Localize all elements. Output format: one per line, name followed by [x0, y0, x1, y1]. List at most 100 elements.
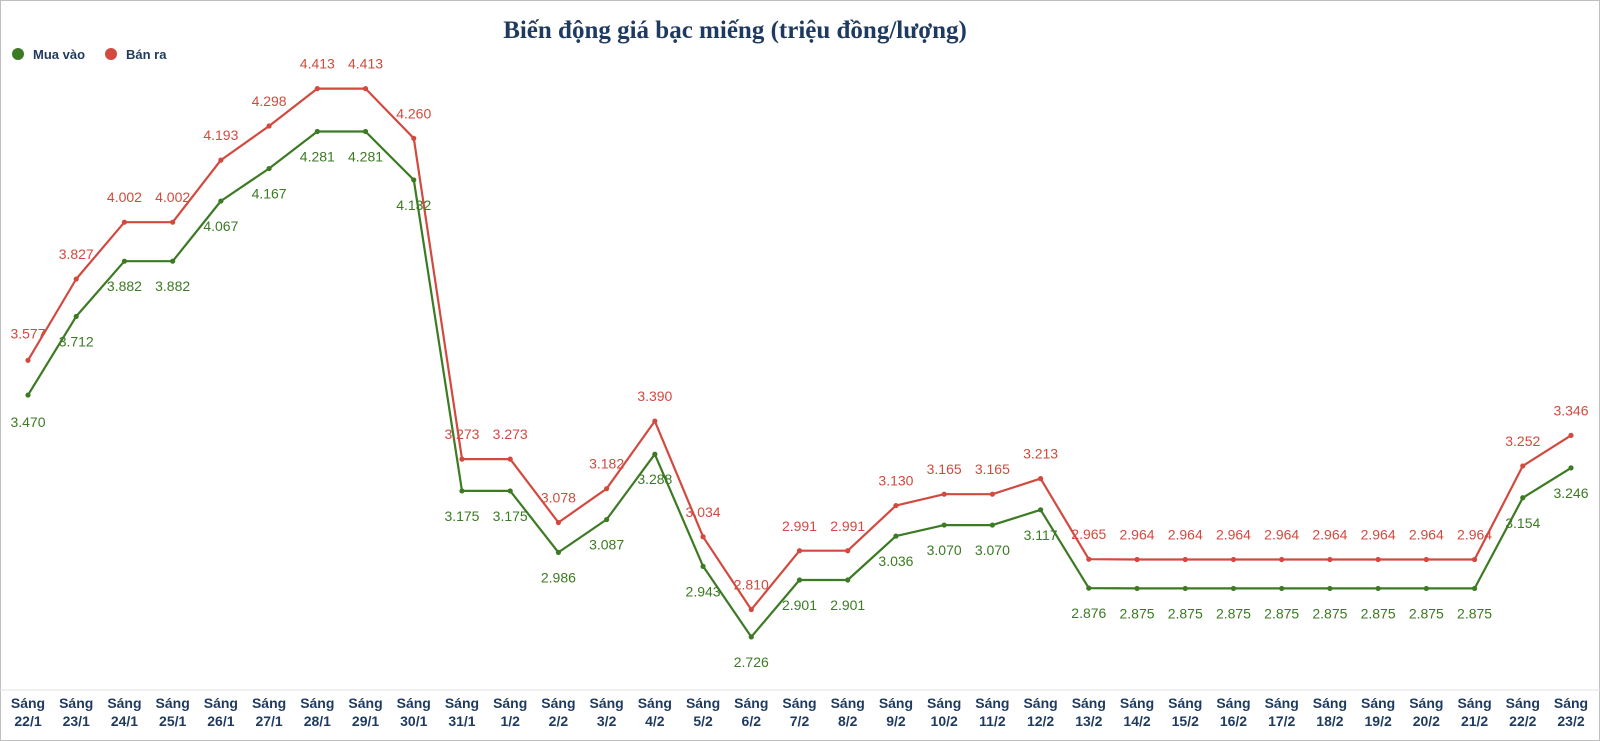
- data-point-sell: [170, 219, 176, 225]
- data-point-sell: [1520, 463, 1526, 469]
- data-label-buy: 2.875: [1361, 605, 1396, 621]
- data-point-buy: [218, 198, 224, 204]
- x-tick-label-line1: Sáng: [252, 695, 286, 711]
- data-label-buy: 3.288: [637, 471, 672, 487]
- x-tick-label-line2: 10/2: [931, 713, 958, 729]
- data-point-sell: [459, 456, 465, 462]
- x-tick-label-line1: Sáng: [348, 695, 382, 711]
- data-label-buy: 2.876: [1071, 605, 1106, 621]
- data-point-buy: [604, 516, 610, 523]
- x-tick-label-line1: Sáng: [1216, 695, 1250, 711]
- x-tick-label-line1: Sáng: [879, 695, 913, 711]
- data-point-sell: [845, 548, 851, 554]
- data-point-buy: [652, 451, 658, 457]
- x-tick-label-line2: 2/2: [549, 713, 569, 729]
- x-tick-label-line2: 1/2: [500, 713, 520, 729]
- x-tick-label-line2: 30/1: [400, 713, 427, 729]
- data-point-sell: [604, 486, 610, 492]
- x-tick-label-line2: 15/2: [1172, 713, 1199, 729]
- x-tick-label-line1: Sáng: [59, 695, 93, 711]
- data-point-buy: [314, 128, 320, 135]
- x-tick-label-line2: 27/1: [255, 713, 282, 729]
- data-label-buy: 2.875: [1168, 605, 1203, 621]
- data-label-sell: 2.964: [1168, 527, 1203, 543]
- data-point-sell: [1182, 556, 1188, 563]
- data-point-buy: [796, 577, 803, 583]
- data-label-buy: 3.175: [493, 508, 528, 524]
- data-point-sell: [121, 219, 128, 225]
- x-tick-label-line1: Sáng: [782, 695, 816, 711]
- x-tick-label-line1: Sáng: [1265, 695, 1299, 711]
- data-label-sell: 4.002: [107, 189, 142, 205]
- data-label-buy: 4.281: [300, 149, 335, 165]
- x-tick-label-line2: 5/2: [693, 713, 713, 729]
- x-tick-label-line1: Sáng: [1457, 695, 1491, 711]
- data-label-buy: 3.117: [1024, 527, 1058, 543]
- data-label-sell: 3.213: [1023, 446, 1058, 462]
- x-tick-label-line2: 11/2: [979, 713, 1006, 729]
- data-label-sell: 2.810: [734, 577, 769, 593]
- data-label-buy: 4.132: [396, 197, 431, 213]
- data-label-sell: 2.964: [1361, 527, 1396, 543]
- x-tick-label-line2: 29/1: [352, 713, 379, 729]
- x-tick-label-line1: Sáng: [831, 695, 865, 711]
- x-tick-label-line1: Sáng: [204, 695, 238, 711]
- data-label-sell: 2.964: [1216, 527, 1251, 543]
- series-layer: [25, 86, 1574, 640]
- data-label-buy: 3.154: [1505, 515, 1540, 531]
- data-label-buy: 4.281: [348, 149, 383, 165]
- data-label-sell: 3.273: [493, 426, 528, 442]
- x-tick-label-line2: 16/2: [1220, 713, 1247, 729]
- data-label-sell: 3.252: [1505, 433, 1540, 449]
- x-tick-label-line1: Sáng: [1072, 695, 1106, 711]
- data-point-sell: [652, 418, 658, 424]
- x-tick-label-line1: Sáng: [1409, 695, 1443, 711]
- data-label-sell: 3.182: [589, 456, 624, 472]
- x-tick-label-line1: Sáng: [11, 695, 45, 711]
- x-tick-label-line2: 17/2: [1268, 713, 1295, 729]
- data-point-sell: [1568, 432, 1574, 438]
- data-point-buy: [459, 488, 465, 494]
- data-label-sell: 3.346: [1553, 402, 1588, 418]
- x-tick-label-line2: 28/1: [304, 713, 331, 729]
- data-label-sell: 2.965: [1071, 526, 1106, 542]
- data-point-buy: [555, 549, 562, 555]
- legend: Mua vào Bán ra: [12, 47, 167, 62]
- data-point-sell: [989, 491, 995, 497]
- data-label-sell: 4.002: [155, 189, 190, 205]
- data-point-buy: [1037, 507, 1044, 513]
- data-label-buy: 2.875: [1457, 605, 1492, 621]
- data-point-buy: [73, 313, 79, 320]
- data-label-sell: 4.298: [252, 93, 287, 109]
- data-point-buy: [266, 165, 272, 172]
- data-label-sell: 2.964: [1457, 527, 1492, 543]
- data-label-buy: 3.087: [589, 537, 624, 553]
- x-tick-label-line1: Sáng: [1023, 695, 1057, 711]
- data-label-buy: 3.036: [878, 553, 913, 569]
- data-label-buy: 2.986: [541, 569, 576, 585]
- x-tick-label-line2: 7/2: [790, 713, 810, 729]
- data-label-sell: 3.827: [59, 246, 94, 262]
- data-point-buy: [1182, 585, 1188, 592]
- x-tick-label-line1: Sáng: [397, 695, 431, 711]
- x-axis: Sáng 22/1 Sáng 23/1 Sáng 24/1 Sáng 25/1 Sáng 26/1…: [11, 695, 1588, 729]
- x-tick-label-line2: 22/2: [1509, 713, 1536, 729]
- data-label-buy: 3.070: [927, 542, 962, 558]
- data-point-buy: [1520, 495, 1526, 501]
- data-point-buy: [25, 392, 31, 398]
- legend-marker-buy: [12, 48, 24, 60]
- data-label-buy: 2.875: [1312, 605, 1347, 621]
- data-label-buy: 2.875: [1216, 605, 1251, 621]
- x-tick-label-line2: 24/1: [111, 713, 138, 729]
- data-label-sell: 4.413: [300, 56, 335, 72]
- data-point-buy: [170, 258, 176, 264]
- data-label-sell: 4.193: [203, 127, 238, 143]
- data-point-buy: [1230, 585, 1237, 592]
- data-label-buy: 2.901: [830, 597, 865, 613]
- data-label-sell: 3.130: [878, 473, 913, 489]
- data-label-sell: 2.964: [1264, 527, 1299, 543]
- x-tick-label-line2: 14/2: [1123, 713, 1150, 729]
- x-tick-label-line2: 4/2: [645, 713, 665, 729]
- data-point-sell: [1423, 556, 1429, 563]
